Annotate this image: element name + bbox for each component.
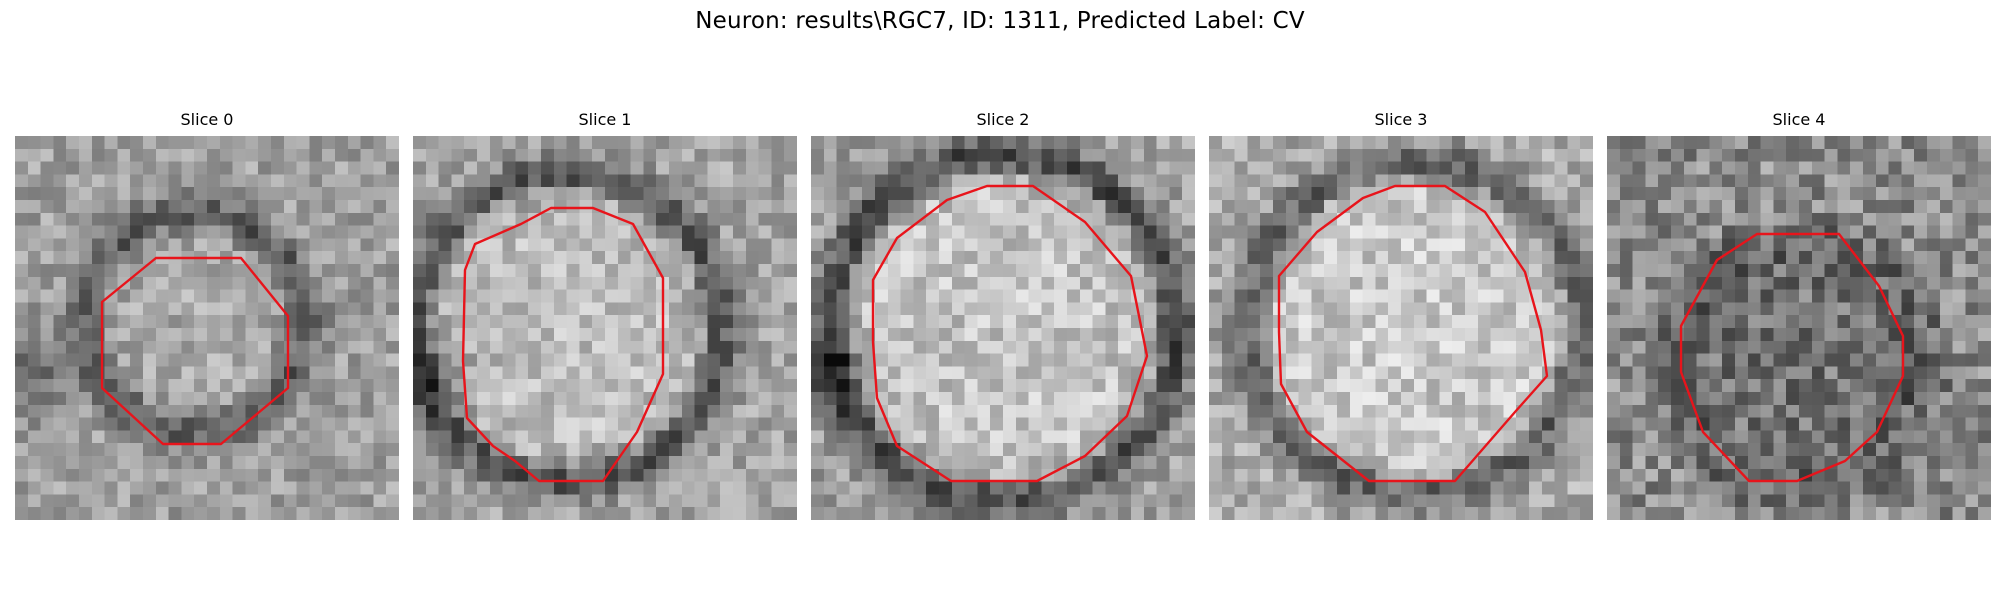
slice-panel-0: Slice 0 — [15, 108, 399, 520]
slice-title-2: Slice 2 — [976, 110, 1030, 129]
slice-title-0: Slice 0 — [180, 110, 234, 129]
slice-title-1: Slice 1 — [578, 110, 632, 129]
slice-image-1 — [413, 136, 797, 520]
slice-image-3 — [1209, 136, 1593, 520]
slice-panel-1: Slice 1 — [413, 108, 797, 520]
figure-title: Neuron: results\RGC7, ID: 1311, Predicte… — [695, 8, 1305, 34]
slice-panel-2: Slice 2 — [811, 108, 1195, 520]
slice-image-4 — [1607, 136, 1991, 520]
slice-title-3: Slice 3 — [1374, 110, 1428, 129]
slice-image-0 — [15, 136, 399, 520]
slice-title-4: Slice 4 — [1772, 110, 1826, 129]
slice-image-2 — [811, 136, 1195, 520]
slice-panel-4: Slice 4 — [1607, 108, 1991, 520]
slice-panel-3: Slice 3 — [1209, 108, 1593, 520]
